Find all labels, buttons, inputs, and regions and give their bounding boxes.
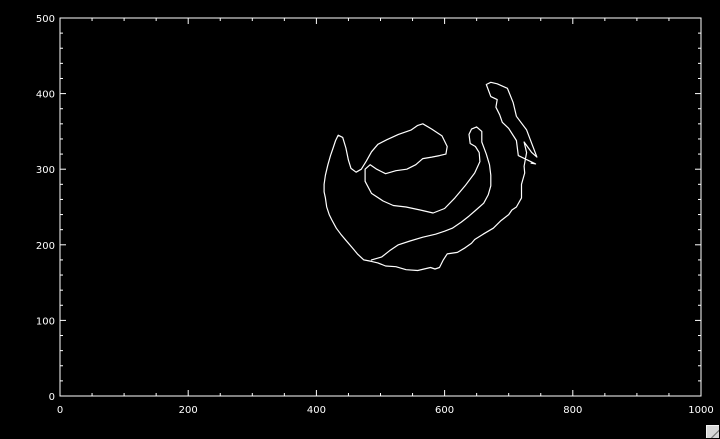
plot-frame	[59, 17, 702, 397]
resize-grip-icon[interactable]	[706, 425, 719, 438]
y-tick-label: 200	[36, 241, 55, 252]
x-tick-label: 200	[179, 405, 198, 416]
x-tick-label: 1000	[688, 405, 713, 416]
y-tick-label: 500	[36, 14, 55, 25]
axes-frame	[59, 17, 702, 397]
series-layer	[323, 81, 538, 272]
x-tick-label: 600	[435, 405, 454, 416]
y-tick-label: 100	[36, 316, 55, 327]
y-tick-label: 400	[36, 90, 55, 101]
contour-line	[323, 81, 538, 272]
x-tick-label: 800	[563, 405, 582, 416]
x-tick-label: 400	[307, 405, 326, 416]
y-tick-label: 0	[49, 392, 55, 403]
y-tick-label: 300	[36, 165, 55, 176]
x-tick-label: 0	[57, 405, 63, 416]
axis-ticks: 0 200 400 600 800 1000 0 100 200 300 400 500	[36, 14, 714, 416]
